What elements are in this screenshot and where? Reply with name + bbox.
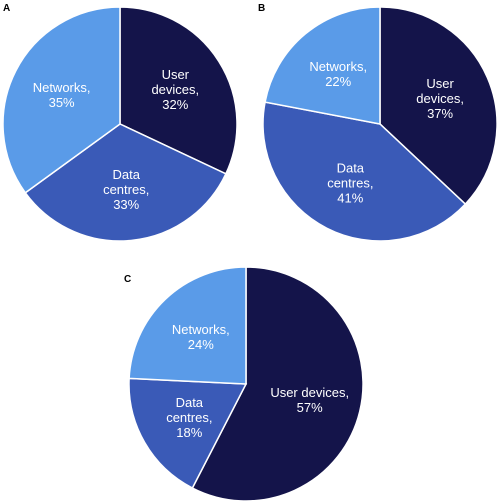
slice-label-data-centres: Data centres, 33% [103, 167, 149, 212]
pie-slice-networks [264, 6, 381, 125]
panel-letter-a: A [3, 3, 10, 14]
slice-label-line: centres, [327, 175, 373, 190]
slice-label-data-centres: Data centres, 18% [166, 395, 212, 440]
slice-label-networks: Networks, 24% [172, 322, 230, 352]
slice-label-line: devices, [416, 91, 464, 106]
slice-label-line: Networks, [172, 322, 230, 337]
slice-label-line: User devices, [270, 385, 349, 400]
pie-slice-data-centres [128, 377, 248, 490]
slice-label-line: centres, [166, 410, 212, 425]
slice-label-line: Data [176, 395, 204, 410]
slice-label-user-devices: User devices, 37% [416, 76, 464, 121]
pie-slice-networks [2, 6, 121, 194]
slice-label-line: 57% [297, 400, 323, 415]
slice-label-line: devices, [151, 82, 199, 97]
slice-label-line: 24% [188, 337, 214, 352]
pie-slice-user-devices [119, 6, 238, 175]
slice-label-data-centres: Data centres, 41% [327, 160, 373, 205]
slice-label-line: 41% [337, 190, 363, 205]
pie-slice-user-devices [379, 6, 498, 206]
slice-label-line: Networks, [309, 59, 367, 74]
slice-label-line: User [162, 67, 190, 82]
pie-slice-networks [128, 266, 247, 385]
slice-label-user-devices: User devices, 57% [270, 385, 349, 415]
pie-slice-data-centres [262, 101, 467, 242]
slice-label-line: 33% [113, 197, 139, 212]
pie-chart-b: B User devices, 37% Data centres, 41% Networks… [258, 3, 498, 242]
pie-chart-c: C User devices, 57% Data centres, 18% Network… [124, 266, 364, 502]
slice-label-line: 32% [162, 97, 188, 112]
slice-label-line: 35% [49, 95, 75, 110]
panel-letter-b: B [258, 3, 265, 14]
slice-label-line: Networks, [33, 80, 91, 95]
slice-label-line: 18% [176, 425, 202, 440]
slice-label-line: centres, [103, 182, 149, 197]
slice-label-networks: Networks, 35% [33, 80, 91, 110]
panel-letter-c: C [124, 274, 131, 285]
pie-slice-data-centres [24, 123, 227, 242]
pie-slice-user-devices [191, 266, 364, 502]
slice-label-line: 37% [427, 106, 453, 121]
slice-label-line: User [426, 76, 454, 91]
slice-label-line: Data [112, 167, 140, 182]
pie-chart-a: A User devices, 32% Data centres, 33% Networks… [2, 3, 238, 242]
slice-label-line: 22% [325, 74, 351, 89]
slice-label-user-devices: User devices, 32% [151, 67, 199, 112]
slice-label-line: Data [337, 160, 365, 175]
slice-label-networks: Networks, 22% [309, 59, 367, 89]
